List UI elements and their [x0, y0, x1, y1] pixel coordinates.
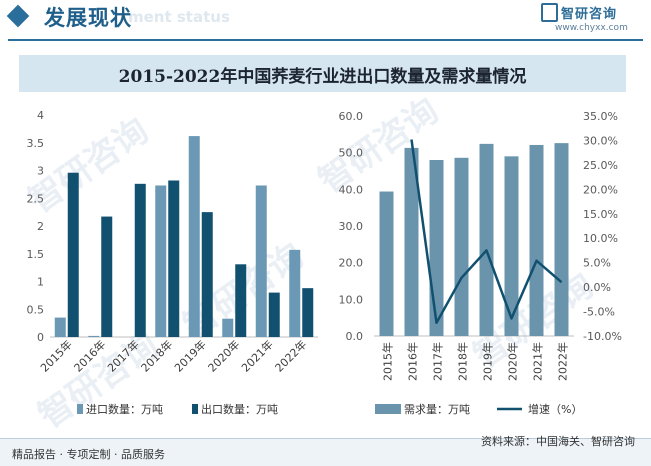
- import-bar: [54, 317, 66, 337]
- import-bar: [88, 335, 100, 337]
- left-y-tick-label: 2: [37, 220, 44, 233]
- legend-demand-label: 需求量：万吨: [404, 403, 470, 416]
- secondary-y-tick-label: 15.0%: [583, 208, 618, 221]
- demand-bar: [479, 143, 494, 336]
- right-x-tick-label: 2021年: [531, 342, 545, 381]
- right-y-tick-label: 0.0: [346, 330, 364, 343]
- secondary-y-tick-label: 25.0%: [583, 159, 618, 172]
- import-bar: [188, 136, 200, 337]
- import-bar: [289, 249, 301, 337]
- section-header: ment status 发展现状 智研咨询 www.chyxx.com: [0, 0, 651, 40]
- demand-bar: [504, 156, 519, 336]
- left-y-tick-label: 3: [37, 165, 44, 178]
- legend-import-swatch: [77, 404, 83, 414]
- demand-bar: [554, 143, 569, 336]
- demand-bar: [429, 160, 444, 336]
- footer-source: 资料来源：中国海关、智研咨询: [481, 435, 635, 448]
- left-y-tick-label: 2.5: [27, 192, 45, 205]
- secondary-y-tick-label: 5.0%: [583, 257, 611, 270]
- demand-bar: [404, 147, 419, 336]
- secondary-y-tick-label: 20.0%: [583, 183, 618, 196]
- footer-divider: [0, 438, 651, 439]
- export-bar: [235, 264, 247, 337]
- right-y-tick-label: 30.0: [339, 220, 364, 233]
- footer: 精品报告 · 专项定制 · 品质服务: [0, 438, 651, 466]
- export-bar: [101, 216, 113, 337]
- export-bar: [268, 292, 280, 337]
- chart-title-bar: 2015-2022年中国荞麦行业进出口数量及需求量情况: [19, 55, 626, 92]
- secondary-y-tick-label: -5.0%: [583, 306, 615, 319]
- legend-export-swatch: [192, 404, 198, 414]
- chart-title: 2015-2022年中国荞麦行业进出口数量及需求量情况: [118, 67, 527, 87]
- right-x-tick-label: 2017年: [431, 342, 445, 381]
- right-y-tick-label: 60.0: [339, 110, 364, 123]
- left-x-tick-label: 2020年: [205, 337, 242, 374]
- left-y-tick-label: 1.5: [27, 248, 45, 261]
- right-y-tick-label: 20.0: [339, 257, 364, 270]
- demand-bar: [454, 157, 469, 336]
- secondary-y-tick-label: 35.0%: [583, 110, 618, 123]
- left-y-tick-label: 4: [37, 109, 44, 122]
- section-title: 发展现状: [44, 6, 132, 30]
- export-bar: [67, 172, 79, 337]
- secondary-y-tick-label: 0.0%: [583, 281, 611, 294]
- footer-tagline: 精品报告 · 专项定制 · 品质服务: [12, 448, 165, 461]
- import-bar: [155, 185, 167, 337]
- legend-export-label: 出口数量：万吨: [201, 402, 278, 416]
- secondary-y-tick-label: 10.0%: [583, 232, 618, 245]
- right-x-tick-label: 2020年: [506, 342, 520, 381]
- logo-mark-icon: [541, 3, 558, 22]
- left-y-tick-label: 1: [37, 276, 44, 289]
- right-x-tick-label: 2018年: [456, 342, 470, 381]
- left-x-tick-label: 2021年: [238, 337, 275, 374]
- growth-rate-line: [410, 139, 563, 325]
- left-y-tick-label: 3.5: [27, 137, 45, 150]
- import-bar: [255, 185, 267, 337]
- right-x-tick-label: 2016年: [406, 342, 420, 381]
- right-y-tick-label: 50.0: [339, 147, 364, 160]
- section-subtitle: ment status: [128, 8, 230, 26]
- right-x-tick-label: 2022年: [556, 342, 570, 381]
- header-divider: [8, 39, 643, 41]
- secondary-y-tick-label: -10.0%: [583, 330, 622, 343]
- export-bar: [134, 183, 146, 337]
- export-bar: [201, 212, 213, 337]
- logo-url: www.chyxx.com: [555, 23, 628, 33]
- legend-demand-swatch: [375, 404, 401, 414]
- left-x-tick-label: 2022年: [272, 337, 309, 374]
- demand-bar: [529, 144, 544, 336]
- demand-bar: [379, 191, 394, 336]
- legend-growth-label: 增速（%）: [528, 402, 582, 416]
- left-y-tick-label: 0.5: [27, 303, 45, 316]
- export-bar: [168, 180, 180, 337]
- export-bar: [302, 288, 314, 337]
- right-y-tick-label: 40.0: [339, 183, 364, 196]
- right-x-tick-label: 2015年: [381, 342, 395, 381]
- watermark-text-1: 智研咨询: [312, 91, 446, 202]
- import-bar: [222, 318, 234, 337]
- right-y-tick-label: 10.0: [339, 293, 364, 306]
- left-x-tick-label: 2019年: [171, 337, 208, 374]
- right-x-tick-label: 2019年: [481, 342, 495, 381]
- secondary-y-tick-label: 30.0%: [583, 134, 618, 147]
- brand-logo: 智研咨询 www.chyxx.com: [541, 3, 633, 35]
- legend-import-label: 进口数量：万吨: [86, 403, 163, 416]
- left-y-tick-label: 0: [37, 331, 44, 344]
- logo-text: 智研咨询: [561, 7, 618, 22]
